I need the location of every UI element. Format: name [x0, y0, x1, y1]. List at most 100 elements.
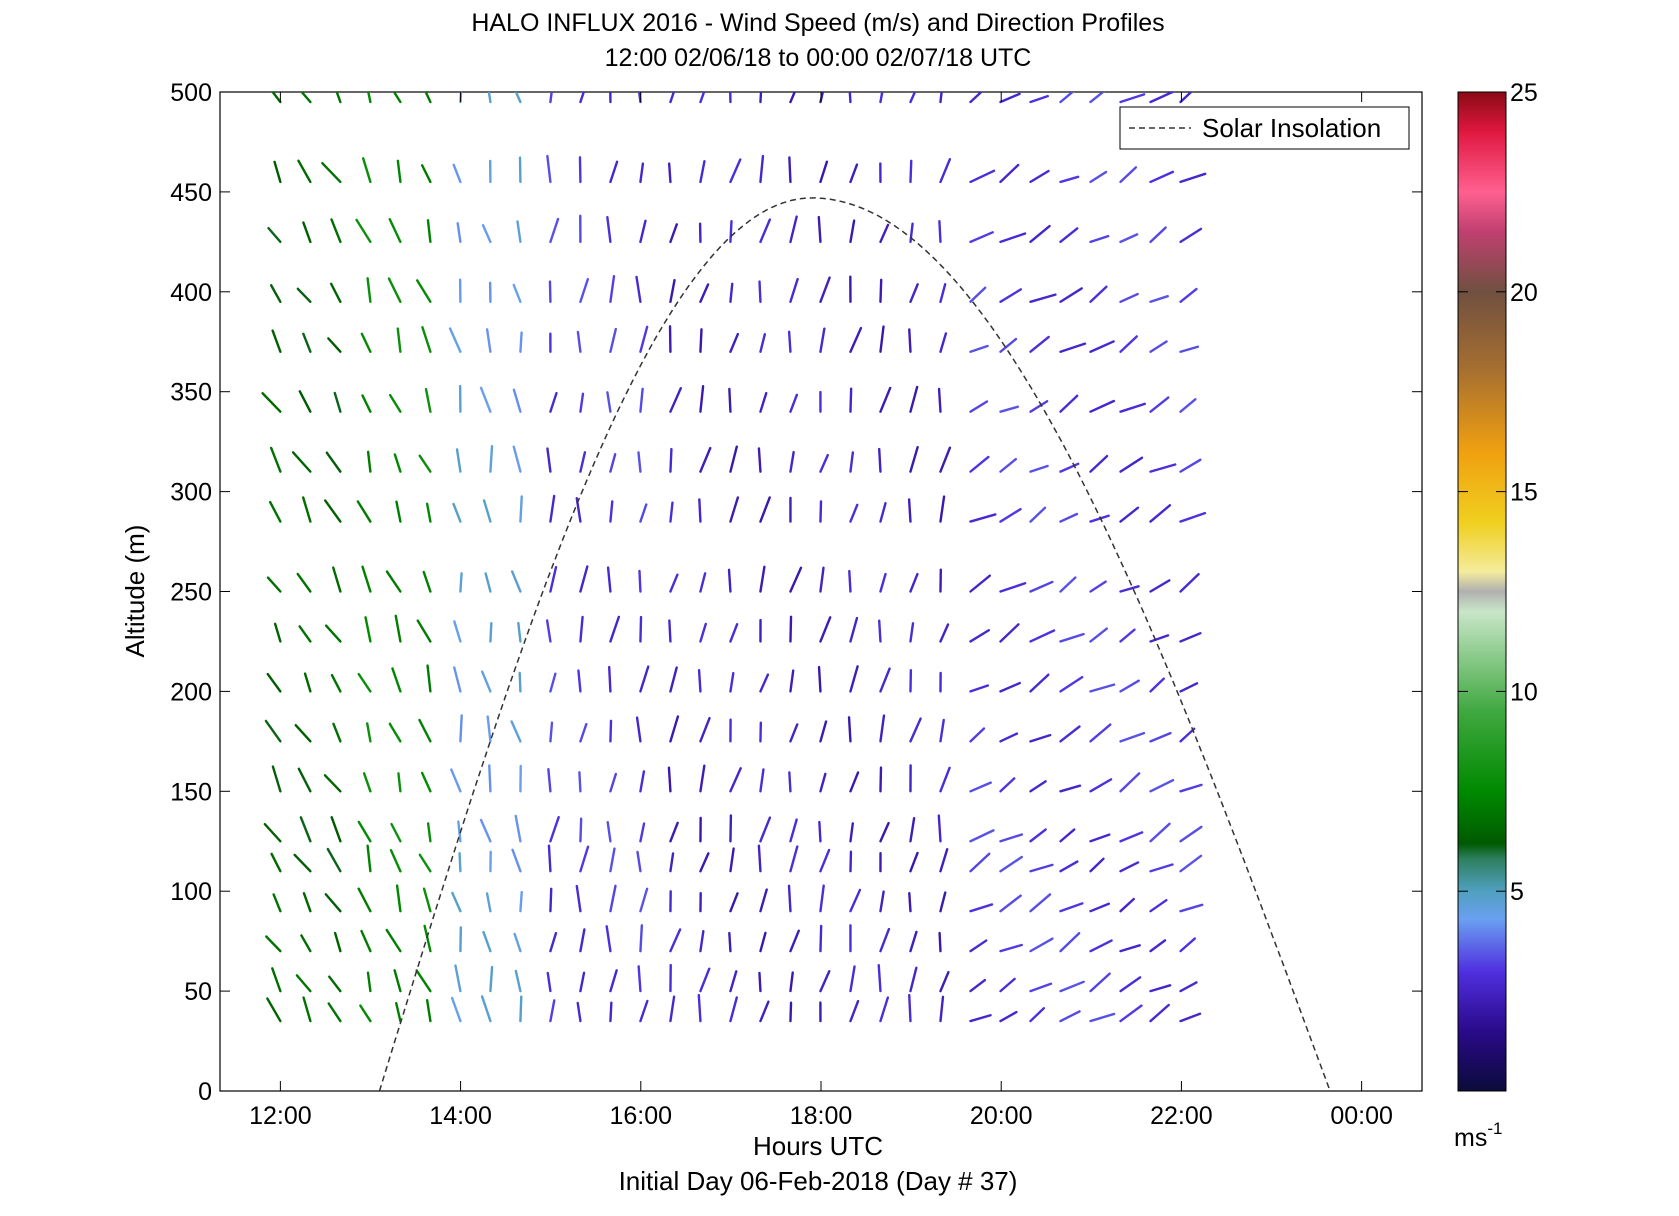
wind-barb [518, 671, 522, 693]
colorbar-tick-label: 25 [1510, 79, 1538, 107]
wind-barb [879, 766, 883, 793]
wind-barb [361, 157, 372, 184]
legend-label: Solar Insolation [1202, 113, 1381, 143]
wind-barb [366, 722, 372, 743]
wind-barb [1119, 456, 1144, 473]
wind-barb [789, 971, 794, 993]
wind-barb [1029, 580, 1054, 593]
wind-barb [1179, 511, 1207, 523]
wind-barb [579, 278, 590, 303]
wind-barb [939, 92, 943, 104]
y-tick-label: 0 [198, 1078, 212, 1106]
wind-barb [879, 572, 887, 593]
wind-barb [266, 672, 282, 693]
wind-barb [453, 666, 462, 693]
wind-barb [609, 453, 617, 473]
wind-barb [908, 993, 912, 1023]
wind-barb [514, 969, 522, 993]
wind-barb [609, 327, 617, 353]
wind-barb [302, 332, 312, 353]
wind-barb [575, 884, 582, 913]
wind-barb [639, 999, 649, 1023]
wind-barb [1179, 854, 1203, 873]
wind-barb [697, 993, 702, 1023]
wind-barb [364, 616, 372, 643]
wind-barb [729, 220, 733, 244]
wind-barb [909, 385, 919, 413]
wind-barb [385, 570, 402, 593]
wind-barb [487, 92, 492, 104]
wind-barb [1119, 831, 1144, 843]
wind-barb [939, 766, 951, 793]
wind-barb [1029, 780, 1047, 793]
wind-barb [699, 283, 710, 303]
wind-barb [999, 405, 1019, 413]
wind-barb [330, 218, 342, 244]
wind-barb [1179, 825, 1203, 843]
wind-barb [366, 971, 372, 993]
wind-barb [326, 847, 342, 873]
wind-barb [488, 764, 492, 793]
wind-barb [296, 572, 312, 593]
wind-barb [1029, 673, 1050, 693]
wind-barb [728, 931, 732, 953]
x-tick-label: 18:00 [790, 1102, 853, 1130]
wind-barb [878, 447, 882, 473]
wind-barb [759, 92, 763, 104]
wind-barb [667, 162, 672, 184]
wind-barb [909, 622, 915, 643]
wind-barb [355, 218, 372, 244]
colorbar-tick-label: 15 [1510, 479, 1538, 507]
wind-barb [669, 715, 680, 743]
wind-barb [357, 820, 372, 843]
wind-barb [669, 928, 682, 953]
wind-barb [510, 570, 522, 593]
wind-barb [937, 387, 942, 413]
wind-barb [789, 669, 795, 693]
wind-barb [1059, 342, 1087, 353]
wind-barb [422, 887, 432, 913]
wind-barb [939, 995, 945, 1023]
wind-barb [484, 572, 492, 593]
wind-barb [1179, 172, 1207, 184]
wind-barb [425, 502, 432, 523]
wind-barb [393, 453, 402, 473]
x-axis-ticks: 12:00 14:00 16:00 18:00 20:00 22:00 00:00 [249, 92, 1393, 1130]
wind-barb [1179, 1012, 1202, 1023]
wind-barb [298, 625, 312, 643]
wind-barb [361, 565, 372, 593]
wind-barb [266, 576, 282, 593]
wind-barb [489, 621, 493, 643]
x-tick-label: 14:00 [429, 1102, 492, 1130]
wind-barb [757, 844, 762, 873]
wind-barb [1119, 731, 1146, 743]
wind-barb [269, 284, 282, 303]
wind-barb [266, 997, 282, 1023]
wind-barb [1179, 458, 1202, 473]
wind-barb [1089, 778, 1113, 793]
wind-barb [606, 821, 612, 843]
y-tick-label: 150 [170, 778, 212, 806]
wind-barb [729, 671, 735, 693]
wind-barb [787, 884, 792, 913]
wind-barb [699, 716, 711, 743]
wind-barb [759, 931, 767, 953]
wind-barb [388, 722, 402, 743]
wind-barb [699, 572, 707, 593]
wind-barb [1059, 902, 1084, 913]
wind-barb [424, 92, 432, 104]
wind-barb [635, 275, 642, 303]
wind-barb [729, 282, 734, 303]
wind-barb [1089, 683, 1116, 693]
wind-barb [1119, 628, 1136, 643]
wind-barb [1119, 506, 1140, 523]
wind-barb [264, 719, 282, 743]
wind-barb [819, 616, 832, 643]
wind-barb [606, 391, 612, 413]
wind-barb [296, 287, 312, 303]
wind-barb [1149, 294, 1169, 303]
wind-barb [999, 1010, 1018, 1023]
wind-barb [939, 970, 950, 993]
wind-barb [759, 496, 771, 523]
wind-barb [969, 513, 997, 523]
